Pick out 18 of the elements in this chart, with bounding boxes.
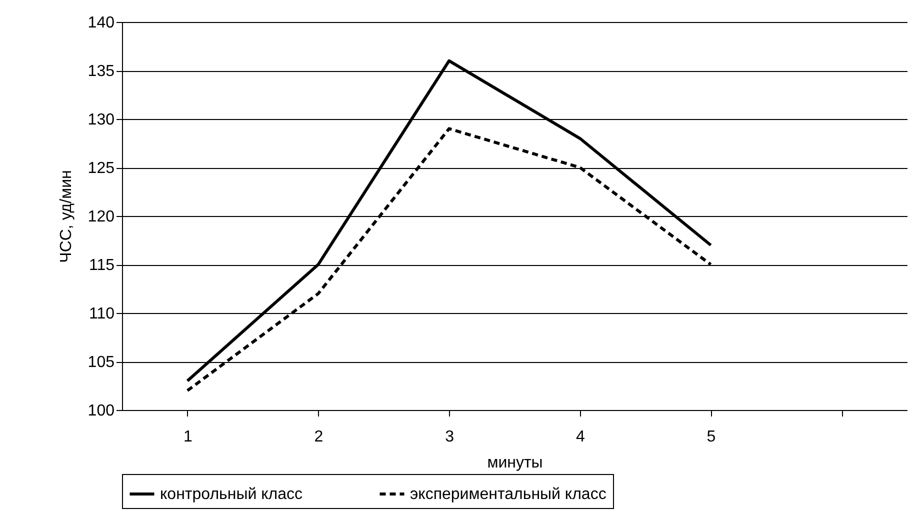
legend-label: контрольный класс xyxy=(160,486,302,503)
x-tick-label: 5 xyxy=(706,428,716,446)
y-tick-label: 140 xyxy=(88,14,115,32)
x-tick-label: 4 xyxy=(576,428,585,446)
x-tick-label: 1 xyxy=(183,428,192,446)
legend-label: экспериментальный класс xyxy=(410,486,606,503)
x-tick-label: 3 xyxy=(445,428,454,446)
y-tick-label: 100 xyxy=(88,402,115,420)
y-tick-label: 135 xyxy=(88,63,115,80)
x-tick-label: 2 xyxy=(314,428,324,446)
y-axis-title: ЧСС, уд/мин xyxy=(58,170,75,263)
x-axis-title: минуты xyxy=(487,454,543,472)
y-tick-label: 125 xyxy=(88,160,115,177)
y-tick-label: 130 xyxy=(88,112,115,128)
y-tick-label: 120 xyxy=(88,208,115,226)
y-tick-label: 110 xyxy=(88,306,115,322)
y-tick-label: 105 xyxy=(88,354,115,371)
y-tick-label: 115 xyxy=(88,257,115,274)
